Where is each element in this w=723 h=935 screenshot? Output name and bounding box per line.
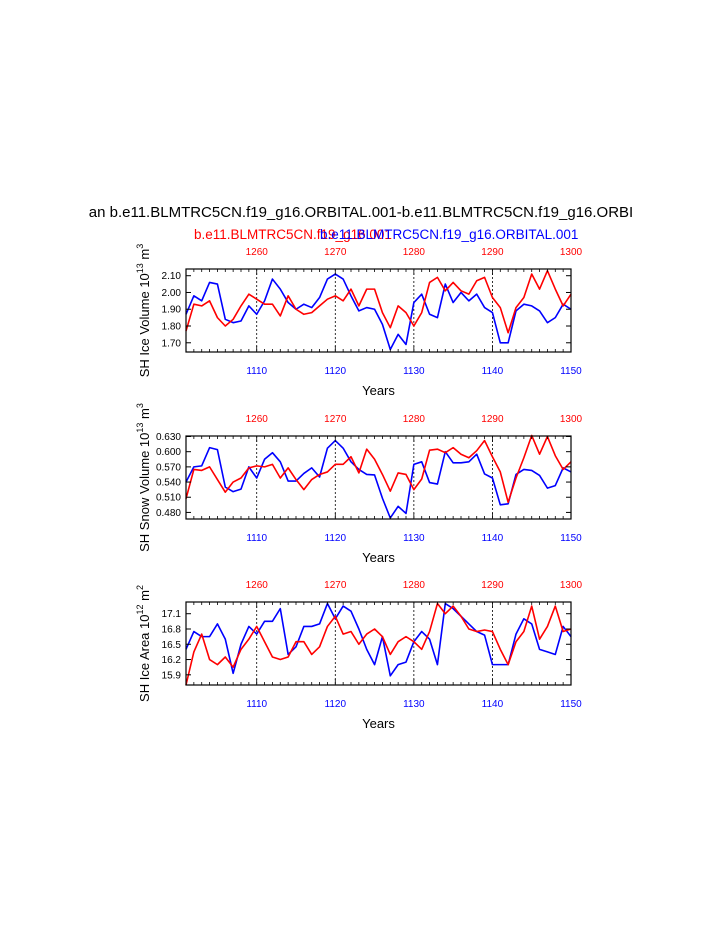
- x-tick-label-bottom: 1140: [482, 533, 504, 544]
- y-tick-label: 0.540: [156, 478, 181, 489]
- x-tick-label-bottom: 1130: [403, 533, 425, 544]
- x-tick-label-bottom: 1120: [325, 366, 347, 377]
- x-tick-label-bottom: 1130: [403, 366, 425, 377]
- panel-ice-volume: 1.70 1.80 1.90 2.00 2.10 1110 1120 1130 1140 1150…: [135, 244, 583, 398]
- series-line-red: [185, 602, 572, 686]
- panel-snow-volume: 0.480 0.510 0.540 0.570 0.600 0.630 1110 1120 11…: [135, 403, 583, 565]
- y-tick-label: 0.630: [156, 432, 181, 443]
- chart-title: an b.e11.BLMTRC5CN.f19_g16.ORBITAL.001-b…: [89, 204, 633, 221]
- x-tick-label-top: 1290: [481, 414, 504, 425]
- x-tick-label-bottom: 1150: [560, 533, 582, 544]
- y-tick-label: 16.8: [162, 624, 182, 635]
- y-tick-label: 0.480: [156, 508, 181, 519]
- y-tick-label: 1.90: [162, 305, 182, 316]
- x-tick-label-bottom: 1110: [246, 533, 267, 544]
- x-axis-label: Years: [362, 716, 395, 731]
- y-tick-label: 2.10: [162, 271, 182, 282]
- y-tick-label: 15.9: [162, 670, 182, 681]
- series-line-red: [185, 269, 572, 334]
- x-tick-label-bottom: 1150: [560, 699, 582, 710]
- y-tick-label: 1.70: [162, 338, 182, 349]
- x-tick-label-bottom: 1110: [246, 366, 267, 377]
- x-tick-label-bottom: 1110: [246, 699, 267, 710]
- x-tick-label-top: 1280: [403, 580, 426, 591]
- x-tick-label-bottom: 1120: [325, 533, 347, 544]
- x-tick-label-top: 1280: [403, 414, 426, 425]
- y-tick-label: 16.2: [162, 655, 182, 666]
- y-tick-label: 17.1: [162, 609, 182, 620]
- x-tick-label-top: 1280: [403, 247, 426, 258]
- plot-frame: [185, 268, 572, 353]
- x-axis-label: Years: [362, 550, 395, 565]
- y-tick-label: 0.570: [156, 462, 181, 473]
- x-tick-label-top: 1270: [324, 580, 347, 591]
- series-line-blue: [185, 439, 572, 519]
- x-tick-label-top: 1260: [246, 580, 269, 591]
- x-tick-label-top: 1300: [560, 414, 583, 425]
- x-tick-label-top: 1300: [560, 247, 583, 258]
- series-line-blue: [185, 602, 572, 677]
- x-tick-label-top: 1260: [246, 414, 269, 425]
- x-tick-label-bottom: 1120: [325, 699, 347, 710]
- y-tick-label: 1.80: [162, 322, 182, 333]
- panel-ice-area: 15.9 16.2 16.5 16.8 17.1 1110 1120 1130 1140 1150…: [135, 580, 583, 731]
- series-line-red: [185, 434, 572, 504]
- x-tick-label-bottom: 1140: [482, 699, 504, 710]
- x-tick-label-bottom: 1140: [482, 366, 504, 377]
- x-tick-label-top: 1300: [560, 580, 583, 591]
- x-tick-label-top: 1270: [324, 247, 347, 258]
- legend-red-label: b.e11.BLMTRC5CN.f19_g16.001: [194, 227, 392, 242]
- x-tick-label-top: 1260: [246, 247, 269, 258]
- x-tick-label-bottom: 1150: [560, 366, 582, 377]
- plot-frame: [185, 435, 572, 520]
- x-tick-label-bottom: 1130: [403, 699, 425, 710]
- series-line-blue: [185, 273, 572, 351]
- x-tick-label-top: 1290: [481, 247, 504, 258]
- y-tick-label: 0.510: [156, 493, 181, 504]
- y-tick-label: 16.5: [162, 640, 182, 651]
- y-axis-label: SH Snow Volume 1013 m3: [135, 403, 152, 552]
- x-tick-label-top: 1290: [481, 580, 504, 591]
- y-tick-label: 0.600: [156, 447, 181, 458]
- y-axis-label: SH Ice Volume 1013 m3: [135, 244, 152, 378]
- y-tick-label: 2.00: [162, 288, 182, 299]
- x-axis-label: Years: [362, 383, 395, 398]
- legend-blue-label: b.e11.BLMTRC5CN.f19_g16.ORBITAL.001: [320, 227, 578, 242]
- x-tick-label-top: 1270: [324, 414, 347, 425]
- plot-frame: [185, 601, 572, 686]
- y-axis-label: SH Ice Area 1012 m2: [135, 585, 152, 702]
